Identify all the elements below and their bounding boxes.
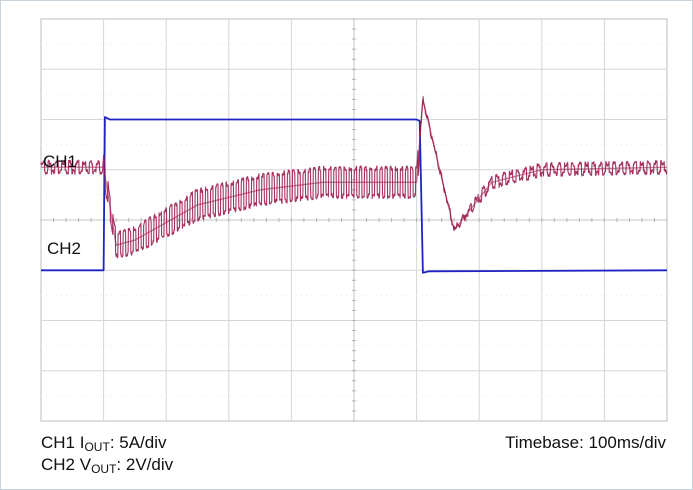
ch2-scale-prefix: CH2 V [41, 455, 92, 474]
ch2-label: CH2 [47, 239, 81, 258]
ch2-scale-caption: CH2 VOUT: 2V/div [41, 455, 173, 479]
traces [40, 96, 668, 274]
ch1-scale-prefix: CH1 I [41, 433, 85, 452]
ch1-trace [41, 116, 668, 274]
ch2-trace-center [41, 99, 668, 246]
oscilloscope-chart: CH1 CH2 [40, 18, 668, 422]
ch2-scale-sub: OUT [91, 462, 117, 476]
ch1-label: CH1 [43, 152, 77, 171]
ch1-scale-value: : 5A/div [109, 433, 167, 452]
ch1-scale-sub: OUT [84, 440, 110, 454]
timebase-caption: Timebase: 100ms/div [505, 433, 666, 452]
ch2-scale-value: : 2V/div [116, 455, 174, 474]
grid [40, 18, 668, 422]
ch1-scale-caption: CH1 IOUT: 5A/div [41, 433, 167, 457]
ch2-trace [40, 96, 668, 259]
